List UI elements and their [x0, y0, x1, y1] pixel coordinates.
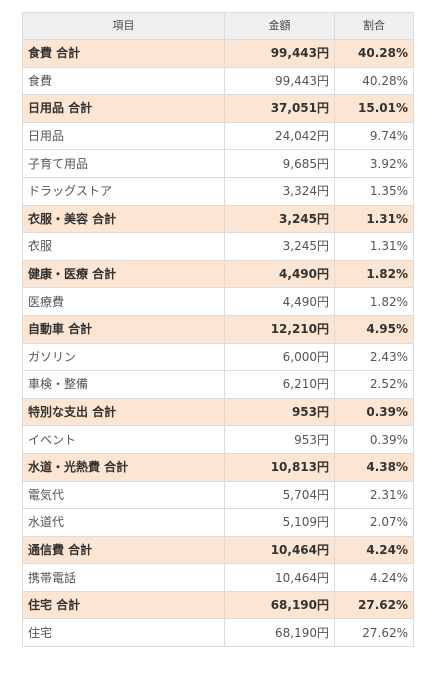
header-item: 項目: [22, 12, 225, 40]
row-label: 水道代: [22, 508, 225, 537]
row-label: 日用品 合計: [22, 94, 225, 123]
category-item-row: 子育て用品 9,685円 3.92%: [22, 149, 414, 178]
row-label: 住宅 合計: [22, 590, 225, 620]
expense-summary: 項目 金額 割合 食費 合計 99,443円 40.28% 食費 99,443円 40.2…: [22, 12, 414, 648]
category-item-row: 車検・整備 6,210円 2.52%: [22, 370, 414, 399]
category-total-row: 健康・医療 合計 4,490円 1.82%: [22, 259, 414, 289]
category-item-row: 携帯電話 10,464円 4.24%: [22, 563, 414, 592]
row-label: 食費: [22, 66, 225, 96]
row-ratio: 9.74%: [334, 121, 414, 151]
table-body: 食費 合計 99,443円 40.28% 食費 99,443円 40.28% 日用品 合計 3…: [22, 39, 414, 648]
row-amount: 4,490円: [224, 259, 335, 289]
row-amount: 68,190円: [224, 590, 335, 620]
row-amount: 3,245円: [224, 204, 335, 234]
row-ratio: 40.28%: [334, 39, 414, 68]
row-label: 食費 合計: [22, 39, 225, 68]
row-ratio: 3.92%: [334, 149, 414, 178]
row-ratio: 2.43%: [334, 342, 414, 372]
row-ratio: 4.24%: [334, 535, 414, 565]
row-label: 電気代: [22, 480, 225, 510]
row-ratio: 2.07%: [334, 508, 414, 537]
category-item-row: 食費 99,443円 40.28%: [22, 66, 414, 96]
row-amount: 5,109円: [224, 508, 335, 537]
category-item-row: 医療費 4,490円 1.82%: [22, 287, 414, 316]
row-label: 通信費 合計: [22, 535, 225, 565]
row-amount: 37,051円: [224, 94, 335, 123]
row-ratio: 1.31%: [334, 204, 414, 234]
row-amount: 4,490円: [224, 287, 335, 316]
row-amount: 24,042円: [224, 121, 335, 151]
category-total-row: 自動車 合計 12,210円 4.95%: [22, 314, 414, 344]
row-amount: 953円: [224, 397, 335, 427]
row-amount: 3,324円: [224, 176, 335, 206]
category-total-row: 通信費 合計 10,464円 4.24%: [22, 535, 414, 565]
category-item-row: 住宅 68,190円 27.62%: [22, 618, 414, 648]
row-ratio: 15.01%: [334, 94, 414, 123]
row-amount: 953円: [224, 425, 335, 454]
row-label: ドラッグストア: [22, 176, 225, 206]
row-ratio: 1.82%: [334, 287, 414, 316]
category-total-row: 食費 合計 99,443円 40.28%: [22, 39, 414, 68]
row-label: 医療費: [22, 287, 225, 316]
row-label: 日用品: [22, 121, 225, 151]
row-label: イベント: [22, 425, 225, 454]
row-label: 特別な支出 合計: [22, 397, 225, 427]
row-label: 衣服・美容 合計: [22, 204, 225, 234]
row-amount: 12,210円: [224, 314, 335, 344]
row-label: 自動車 合計: [22, 314, 225, 344]
row-ratio: 2.31%: [334, 480, 414, 510]
row-amount: 68,190円: [224, 618, 335, 648]
category-total-row: 住宅 合計 68,190円 27.62%: [22, 590, 414, 620]
row-amount: 9,685円: [224, 149, 335, 178]
row-ratio: 2.52%: [334, 370, 414, 399]
header-ratio: 割合: [334, 12, 414, 40]
category-item-row: イベント 953円 0.39%: [22, 425, 414, 454]
row-label: 携帯電話: [22, 563, 225, 592]
row-ratio: 1.35%: [334, 176, 414, 206]
row-ratio: 4.24%: [334, 563, 414, 592]
row-label: 子育て用品: [22, 149, 225, 178]
row-ratio: 0.39%: [334, 425, 414, 454]
row-ratio: 40.28%: [334, 66, 414, 96]
category-total-row: 衣服・美容 合計 3,245円 1.31%: [22, 204, 414, 234]
row-amount: 5,704円: [224, 480, 335, 510]
category-item-row: ガソリン 6,000円 2.43%: [22, 342, 414, 372]
row-amount: 10,464円: [224, 535, 335, 565]
category-item-row: 電気代 5,704円 2.31%: [22, 480, 414, 510]
row-amount: 3,245円: [224, 232, 335, 261]
category-total-row: 特別な支出 合計 953円 0.39%: [22, 397, 414, 427]
row-ratio: 27.62%: [334, 590, 414, 620]
row-label: 健康・医療 合計: [22, 259, 225, 289]
expense-table: 項目 金額 割合 食費 合計 99,443円 40.28% 食費 99,443円 40.2…: [22, 12, 414, 648]
row-label: 水道・光熱費 合計: [22, 452, 225, 482]
row-ratio: 0.39%: [334, 397, 414, 427]
row-ratio: 4.38%: [334, 452, 414, 482]
row-label: 住宅: [22, 618, 225, 648]
row-amount: 99,443円: [224, 66, 335, 96]
category-item-row: 衣服 3,245円 1.31%: [22, 232, 414, 261]
header-amount: 金額: [224, 12, 335, 40]
category-total-row: 日用品 合計 37,051円 15.01%: [22, 94, 414, 123]
row-ratio: 1.31%: [334, 232, 414, 261]
row-ratio: 4.95%: [334, 314, 414, 344]
row-amount: 10,464円: [224, 563, 335, 592]
row-amount: 10,813円: [224, 452, 335, 482]
row-label: ガソリン: [22, 342, 225, 372]
row-ratio: 27.62%: [334, 618, 414, 648]
category-item-row: 日用品 24,042円 9.74%: [22, 121, 414, 151]
category-item-row: ドラッグストア 3,324円 1.35%: [22, 176, 414, 206]
row-ratio: 1.82%: [334, 259, 414, 289]
row-amount: 6,210円: [224, 370, 335, 399]
row-label: 車検・整備: [22, 370, 225, 399]
row-label: 衣服: [22, 232, 225, 261]
category-item-row: 水道代 5,109円 2.07%: [22, 508, 414, 537]
row-amount: 6,000円: [224, 342, 335, 372]
header-row: 項目 金額 割合: [22, 12, 414, 40]
category-total-row: 水道・光熱費 合計 10,813円 4.38%: [22, 452, 414, 482]
row-amount: 99,443円: [224, 39, 335, 68]
